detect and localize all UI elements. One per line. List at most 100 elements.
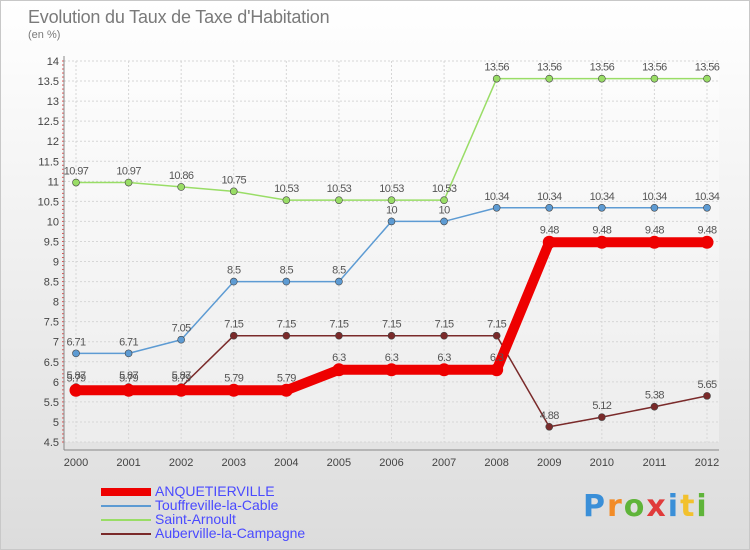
data-point — [595, 235, 609, 249]
data-label: 7.05 — [172, 323, 191, 335]
y-tick-label: 7.5 — [44, 317, 59, 329]
data-label: 5.87 — [172, 370, 191, 382]
y-tick-label: 11 — [48, 176, 59, 188]
data-label: 6.71 — [66, 336, 85, 348]
data-label: 5.65 — [697, 379, 716, 391]
chart-title: Evolution du Taux de Taxe d'Habitation — [28, 7, 330, 27]
data-point — [72, 178, 80, 187]
data-label: 5.79 — [224, 372, 243, 384]
data-label: 7.15 — [382, 319, 401, 331]
data-label: 13.56 — [642, 62, 667, 74]
data-label: 6.3 — [385, 352, 399, 364]
y-tick-label: 9.5 — [44, 236, 59, 248]
data-label: 8.5 — [332, 265, 346, 277]
data-label: 10.53 — [432, 183, 457, 195]
legend-swatch — [101, 533, 151, 535]
legend-swatch — [101, 505, 151, 507]
y-tick-label: 10.5 — [38, 196, 59, 208]
data-label: 9.48 — [540, 224, 559, 236]
data-point — [177, 335, 185, 344]
data-point — [282, 277, 291, 286]
data-point — [492, 331, 501, 340]
data-label: 7.15 — [224, 319, 243, 331]
y-tick-label: 8.5 — [44, 277, 59, 289]
x-tick-label: 2012 — [695, 457, 719, 469]
y-tick-label: 6 — [53, 377, 59, 389]
data-point — [492, 203, 501, 212]
data-point — [700, 235, 714, 249]
data-point — [598, 413, 606, 421]
legend-label: Saint-Arnoult — [155, 511, 236, 527]
data-label: 10.34 — [642, 191, 667, 203]
y-tick-label: 13 — [47, 96, 59, 108]
x-tick-label: 2009 — [537, 457, 561, 469]
data-point — [229, 187, 238, 196]
legend-label: Touffreville-la-Cable — [155, 497, 279, 513]
logo-letter: t — [680, 489, 697, 524]
y-tick-label: 9 — [53, 257, 59, 269]
x-tick-label: 2010 — [590, 457, 614, 469]
data-label: 7.15 — [329, 319, 348, 331]
y-tick-label: 8 — [53, 297, 59, 309]
data-label: 10 — [439, 204, 451, 216]
data-point — [282, 196, 291, 204]
data-point — [650, 74, 659, 83]
data-point — [647, 235, 661, 249]
data-point — [332, 363, 346, 377]
x-tick-label: 2002 — [169, 457, 193, 469]
data-point — [69, 383, 83, 397]
data-label: 5.87 — [119, 370, 138, 382]
y-tick-label: 4.5 — [44, 437, 59, 449]
data-label: 5.79 — [66, 372, 85, 384]
x-tick-label: 2004 — [274, 457, 298, 469]
data-point — [229, 331, 238, 340]
data-label: 13.56 — [590, 62, 615, 74]
data-point — [124, 178, 133, 187]
data-point — [177, 183, 185, 191]
data-point — [385, 363, 398, 377]
data-point — [703, 392, 711, 400]
data-label: 13.56 — [484, 62, 509, 74]
data-label: 5.87 — [66, 370, 85, 382]
logo-letter: i — [667, 489, 681, 524]
data-label: 5.79 — [172, 372, 191, 384]
data-point — [335, 277, 343, 286]
legend-swatch — [101, 488, 151, 496]
data-point — [72, 349, 80, 358]
y-tick-label: 7 — [53, 337, 59, 349]
y-tick-label: 5 — [53, 417, 59, 429]
proxiti-logo: Proxiti — [583, 489, 709, 524]
data-label: 13.56 — [695, 62, 720, 74]
data-point — [545, 422, 554, 431]
data-point — [650, 203, 659, 212]
data-label: 9.48 — [697, 224, 716, 236]
data-label: 7.15 — [487, 319, 506, 331]
data-label: 7.15 — [277, 319, 296, 331]
legend-swatch — [101, 519, 151, 521]
data-label: 10.34 — [484, 191, 509, 203]
data-point — [282, 331, 291, 340]
data-label: 5.38 — [645, 390, 664, 402]
data-label: 10.75 — [221, 174, 246, 186]
data-point — [387, 217, 396, 226]
data-label: 10.34 — [590, 191, 615, 203]
x-tick-label: 2001 — [116, 457, 140, 469]
data-point — [227, 383, 241, 397]
y-tick-label: 5.5 — [44, 397, 59, 409]
data-label: 4.88 — [540, 410, 559, 422]
y-tick-label: 11.5 — [38, 156, 59, 168]
x-tick-label: 2007 — [432, 457, 456, 469]
data-label: 6.3 — [490, 352, 504, 364]
y-tick-label: 13.5 — [38, 76, 59, 88]
data-point — [174, 383, 188, 397]
data-point — [279, 383, 293, 397]
data-point — [335, 196, 343, 204]
data-point — [545, 203, 554, 212]
data-point — [387, 331, 396, 340]
data-point — [598, 203, 606, 212]
data-label: 13.56 — [537, 62, 562, 74]
data-label: 7.15 — [435, 319, 454, 331]
data-label: 10.34 — [695, 191, 720, 203]
logo-letter: x — [646, 489, 668, 524]
